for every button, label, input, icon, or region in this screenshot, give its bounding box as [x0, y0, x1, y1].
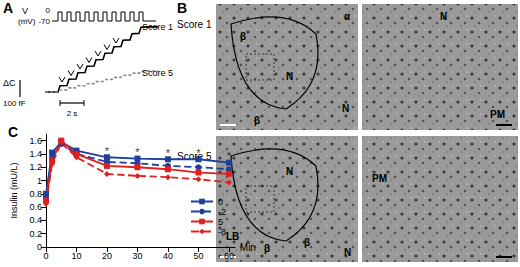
svg-text:Min: Min — [240, 242, 256, 253]
svg-text:30: 30 — [132, 251, 142, 261]
svg-text:20: 20 — [102, 251, 112, 261]
svg-text:0.2: 0.2 — [29, 229, 42, 239]
svg-text:2 s: 2 s — [67, 109, 78, 118]
svg-text:0: 0 — [43, 251, 48, 261]
svg-text:ΔC: ΔC — [3, 78, 16, 88]
svg-text:β: β — [264, 243, 270, 254]
svg-text:Score 1: Score 1 — [142, 22, 173, 32]
svg-text:-8: -8 — [218, 227, 226, 237]
svg-text:Score 5: Score 5 — [177, 151, 212, 162]
svg-text:Score 1: Score 1 — [177, 19, 212, 30]
svg-text:0: 0 — [37, 242, 42, 252]
svg-text:60: 60 — [224, 251, 234, 261]
svg-text:0: 0 — [46, 6, 51, 15]
svg-text:β: β — [240, 31, 246, 42]
svg-text:B: B — [177, 0, 187, 16]
svg-text:0.4: 0.4 — [29, 215, 42, 225]
svg-text:-70: -70 — [38, 17, 50, 26]
svg-text:0: 0 — [218, 197, 223, 207]
svg-text:N: N — [286, 71, 293, 82]
svg-text:-2: -2 — [218, 207, 226, 217]
svg-text:C: C — [8, 124, 18, 140]
svg-text:PM: PM — [372, 173, 387, 184]
svg-text:N: N — [342, 103, 349, 114]
svg-text:N: N — [286, 166, 293, 177]
svg-text:1: 1 — [37, 176, 42, 186]
svg-text:β: β — [254, 115, 260, 126]
svg-text:α: α — [344, 11, 351, 22]
svg-text:LB: LB — [226, 231, 239, 242]
svg-text:Score 5: Score 5 — [142, 68, 173, 78]
svg-text:100 fF: 100 fF — [3, 99, 26, 108]
svg-text:PM: PM — [490, 109, 505, 120]
svg-text:40: 40 — [163, 251, 173, 261]
svg-text:N: N — [440, 11, 447, 22]
svg-text:N: N — [344, 247, 351, 258]
svg-text:Insulin (mU/L): Insulin (mU/L) — [9, 162, 19, 218]
svg-text:50: 50 — [193, 251, 203, 261]
svg-text:10: 10 — [71, 251, 81, 261]
svg-text:β: β — [304, 237, 310, 248]
svg-text:(mV): (mV) — [18, 17, 36, 26]
svg-text:1.6: 1.6 — [29, 136, 42, 146]
svg-text:1.2: 1.2 — [29, 162, 42, 172]
svg-text:1.4: 1.4 — [29, 149, 42, 159]
svg-text:A: A — [3, 0, 13, 16]
svg-text:0.8: 0.8 — [29, 189, 42, 199]
svg-text:V: V — [22, 6, 28, 16]
svg-text:0.6: 0.6 — [29, 202, 42, 212]
svg-text:5: 5 — [218, 217, 223, 227]
